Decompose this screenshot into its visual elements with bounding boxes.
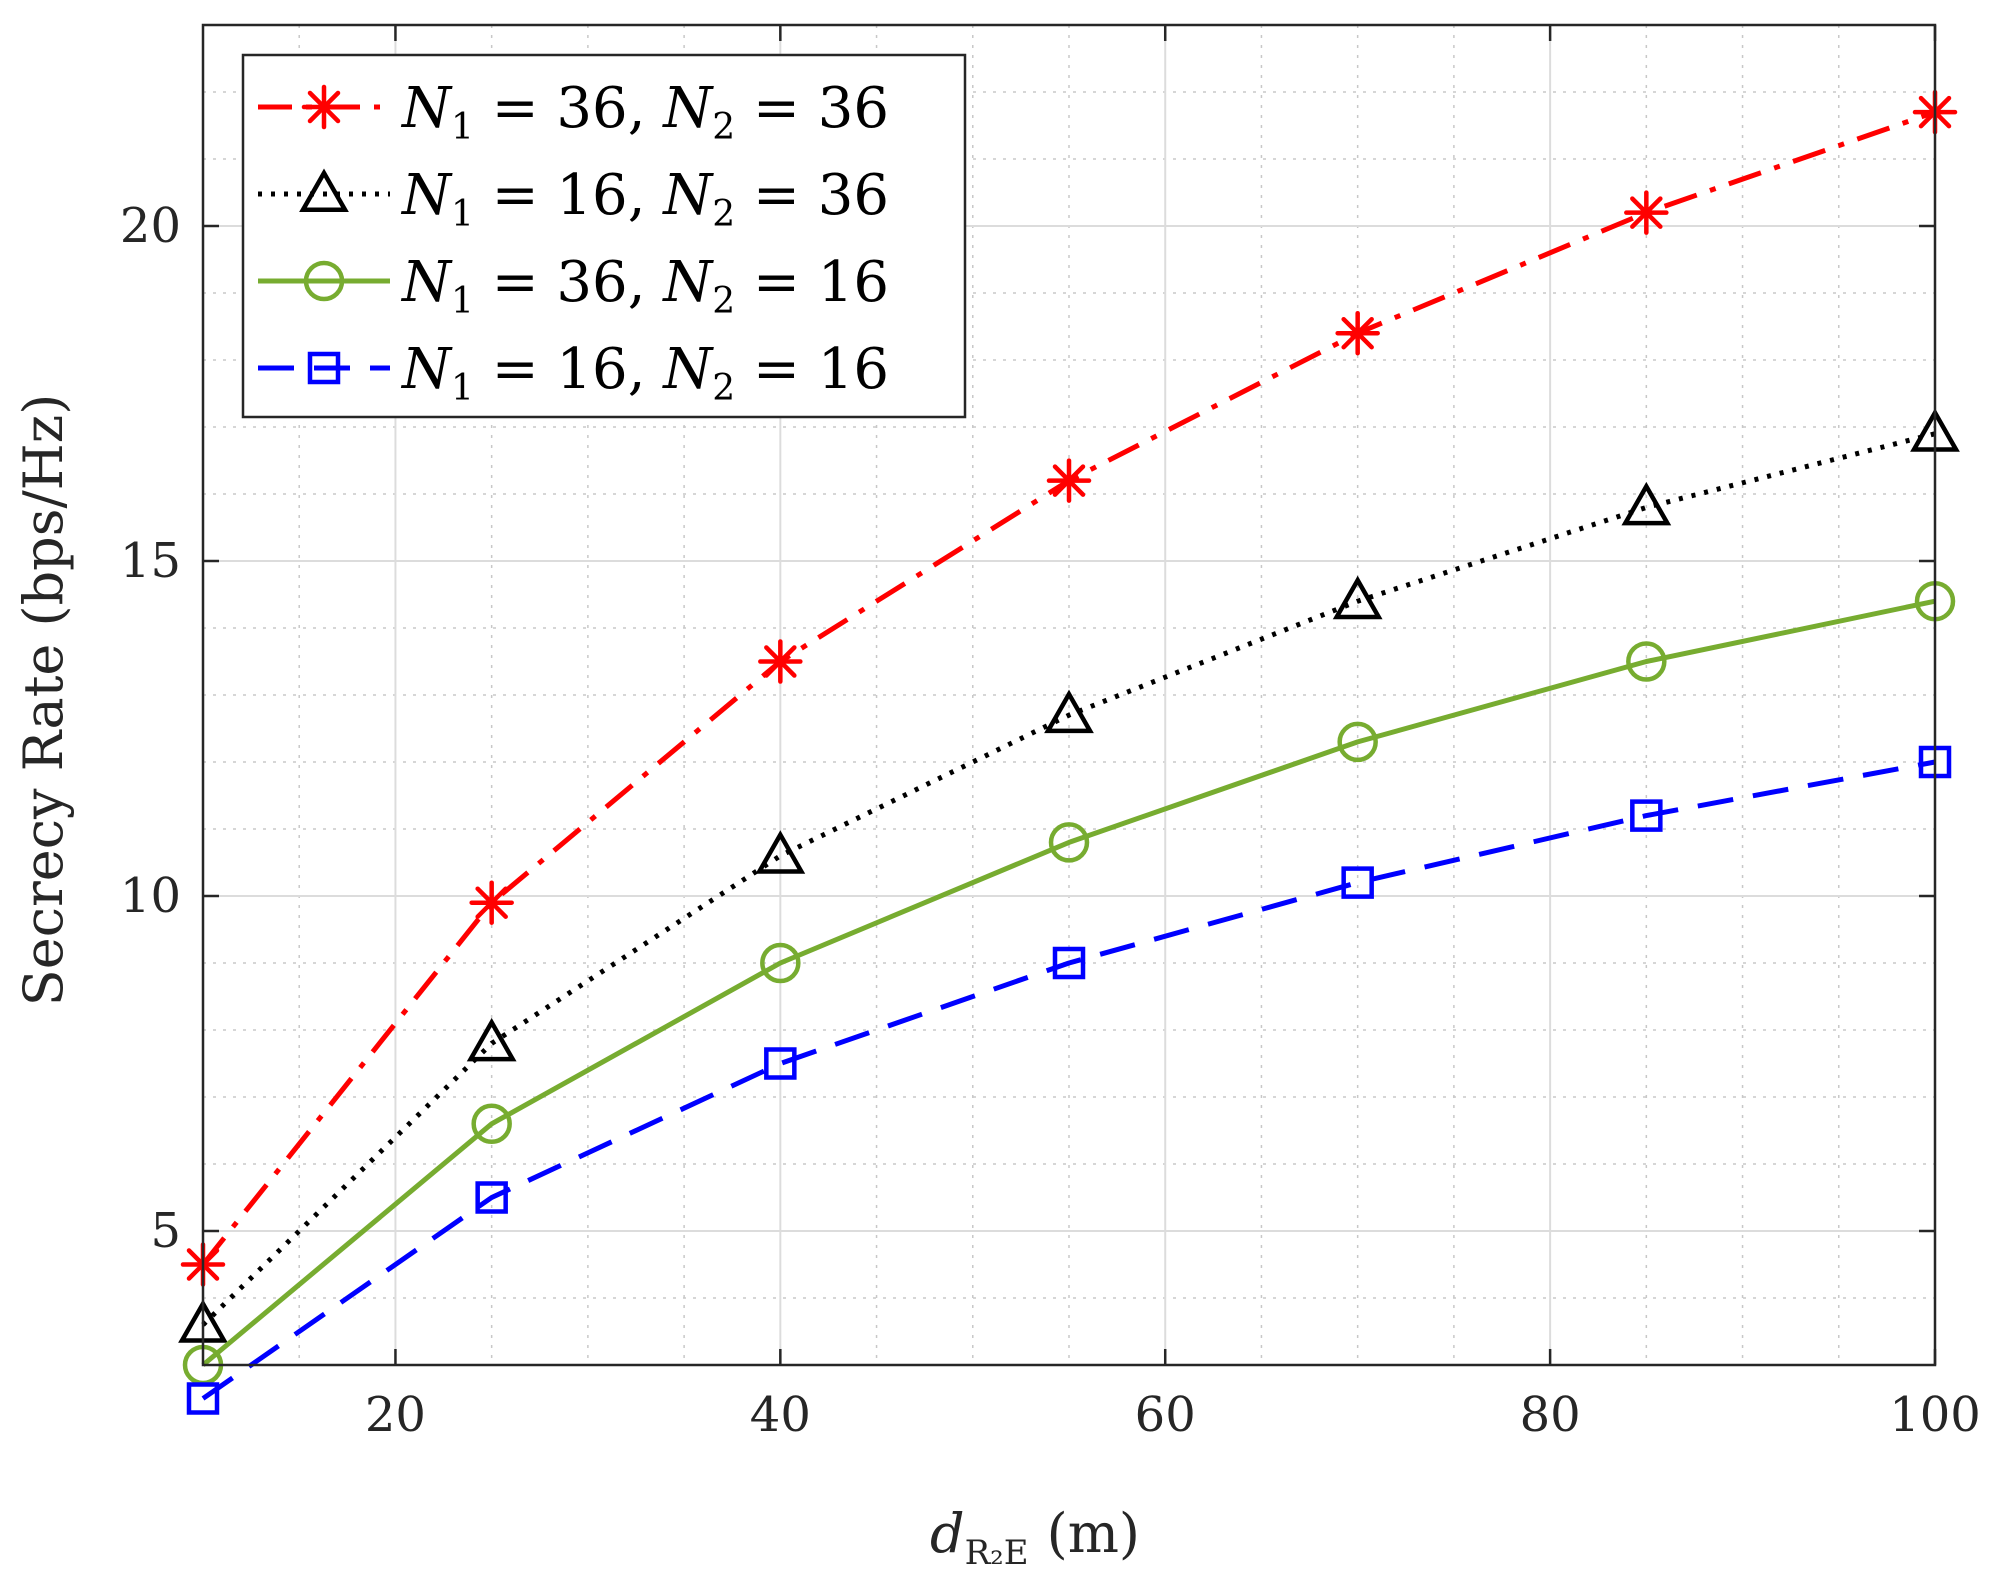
minor-grid bbox=[203, 25, 1935, 1365]
x-axis-label-subscript: R₂E bbox=[965, 1533, 1029, 1573]
legend-label: N1 = 36, N2 = 36 bbox=[400, 76, 889, 148]
x-tick-label: 40 bbox=[750, 1387, 811, 1443]
legend-entry-1: N1 = 36, N2 = 36 bbox=[258, 76, 889, 148]
data-point-asterisk bbox=[1046, 458, 1092, 503]
legend-marker-circle bbox=[303, 260, 345, 302]
x-tick-label: 20 bbox=[365, 1387, 426, 1443]
legend-entry-3: N1 = 36, N2 = 16 bbox=[258, 250, 889, 322]
data-point-triangle bbox=[466, 1017, 517, 1062]
series-line bbox=[201, 598, 1936, 1367]
tick-labels: 20 40 60 80 100 5 10 15 20 bbox=[120, 198, 1981, 1443]
data-point-asterisk bbox=[1335, 310, 1380, 356]
data-point-circle bbox=[760, 942, 801, 984]
data-point-circle bbox=[1337, 721, 1378, 763]
axis-ticks bbox=[203, 25, 1937, 1365]
data-point-asterisk bbox=[758, 639, 803, 684]
legend-label: N1 = 16, N2 = 16 bbox=[400, 337, 889, 409]
y-tick-label: 15 bbox=[120, 533, 181, 589]
data-point-triangle bbox=[1332, 575, 1383, 620]
x-axis-label-symbol: d bbox=[930, 1502, 965, 1565]
data-point-circle bbox=[1048, 822, 1090, 863]
series-line bbox=[201, 759, 1936, 1401]
x-tick-label: 60 bbox=[1135, 1387, 1196, 1443]
legend-marker-triangle bbox=[299, 168, 349, 212]
data-point-asterisk bbox=[469, 880, 514, 925]
x-axis-label: dR₂E (m) bbox=[930, 1502, 1140, 1573]
x-tick-label: 100 bbox=[1889, 1387, 1981, 1443]
data-point-triangle bbox=[1621, 481, 1672, 526]
y-tick-label: 10 bbox=[120, 868, 181, 924]
legend-marker-asterisk bbox=[301, 84, 347, 130]
y-tick-label: 5 bbox=[150, 1203, 181, 1259]
data-point-square bbox=[1052, 946, 1086, 980]
legend-box bbox=[241, 53, 967, 419]
series-line bbox=[201, 431, 1936, 1327]
y-axis-label: Secrecy Rate (bps/Hz) bbox=[12, 394, 75, 1007]
series-4 bbox=[186, 745, 1952, 1415]
series-3 bbox=[182, 580, 1956, 1386]
data-point-square bbox=[186, 1382, 220, 1415]
legend-entry-4: N1 = 16, N2 = 16 bbox=[258, 337, 889, 409]
data-point-square bbox=[475, 1181, 508, 1214]
data-point-triangle bbox=[1044, 689, 1094, 734]
x-axis-label-unit: (m) bbox=[1047, 1502, 1140, 1565]
legend-marker-square bbox=[307, 351, 341, 385]
data-point-square bbox=[764, 1047, 797, 1080]
axes-box bbox=[201, 23, 1937, 1367]
legend: N1 = 36, N2 = 36 N1 = 16, N2 = 36 N1 = 36,… bbox=[241, 53, 967, 419]
legend-entry-2: N1 = 16, N2 = 36 bbox=[258, 163, 889, 235]
data-point-circle bbox=[1626, 641, 1667, 682]
legend-label: N1 = 36, N2 = 16 bbox=[400, 250, 889, 322]
y-tick-label: 20 bbox=[120, 198, 181, 254]
data-point-square bbox=[1630, 799, 1663, 832]
data-point-square bbox=[1341, 866, 1374, 899]
x-tick-label: 80 bbox=[1520, 1387, 1581, 1443]
data-point-circle bbox=[471, 1103, 512, 1145]
series-layer bbox=[178, 89, 1960, 1415]
data-point-triangle bbox=[755, 830, 806, 874]
legend-label: N1 = 16, N2 = 36 bbox=[400, 163, 889, 235]
data-point-asterisk bbox=[1624, 190, 1669, 235]
